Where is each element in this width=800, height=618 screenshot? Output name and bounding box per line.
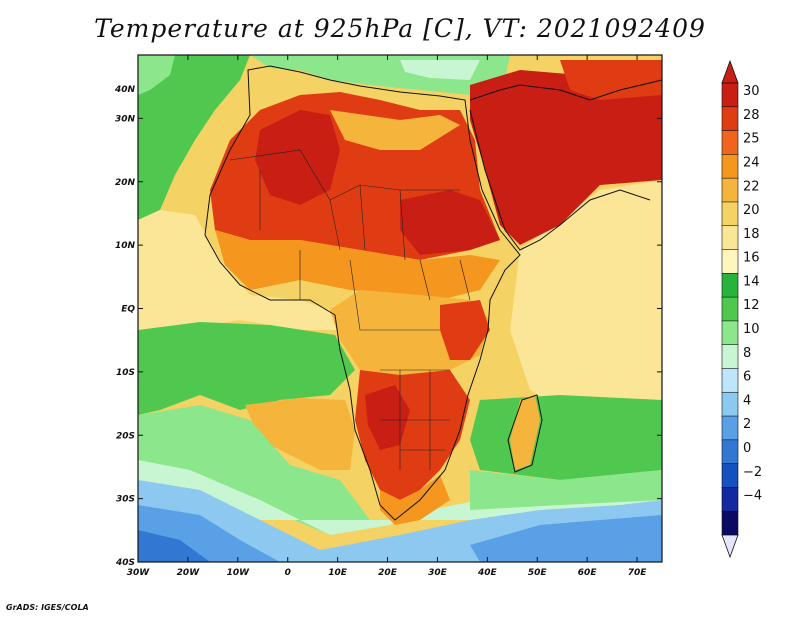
colorbar-swatch [721,344,739,370]
temperature-field [138,55,662,562]
field-north-atlantic [138,55,250,220]
lat-tick-label: 40S [115,558,135,568]
coastline-arabia [469,79,663,101]
colorbar-bottom-arrow [721,534,739,559]
colorbar-label: 20 [743,203,760,218]
colorbar-label: −2 [743,465,762,480]
colorbar-label: 10 [743,322,760,337]
field-south-atlantic-light [138,405,370,535]
lon-tick-label: 20E [378,568,398,578]
longitude-labels: 30W 20W 10W 0 10E 20E 30E 40E 50E 60E 70E [127,568,647,578]
lon-tick-label: 0 [285,568,291,578]
field-south-atlantic-warm [245,398,355,470]
field-arabia [470,70,662,245]
lat-tick-label: EQ [121,305,135,315]
axis-ticks [137,54,662,563]
colorbar-label: 18 [743,227,760,242]
colorbar-label: 25 [743,132,760,147]
field-south-atlantic-green [138,322,355,415]
latitude-labels: 40N 30N 20N 10N EQ 10S 20S 30S 40S [114,85,136,568]
colorbar-swatch [721,130,739,156]
border-1 [229,149,460,201]
field-southern-deeper [138,530,210,562]
field-south-tip [380,475,450,525]
lon-tick-label: 70E [628,568,648,578]
lon-tick-label: 10W [227,568,251,578]
field-north-coast [330,110,460,150]
coastline-africa [204,65,521,521]
colorbar-swatch [721,463,739,489]
colorbar-label: 22 [743,179,760,194]
lon-tick-label: 30W [127,568,151,578]
colorbar-label: 4 [743,393,751,408]
field-sudan-core [400,190,500,255]
footer-credit: GrADS: IGES/COLA [6,603,89,612]
colorbar-swatch [721,106,739,132]
lat-tick-label: 20N [115,178,136,188]
colorbar-swatch [721,201,739,227]
lat-tick-label: 30S [116,495,135,505]
lon-tick-label: 10E [328,568,348,578]
border-4 [360,329,450,451]
colorbar-label: 0 [743,441,751,456]
colorbar-label: 24 [743,156,760,171]
colorbar-swatch [721,177,739,203]
lon-tick-label: 50E [528,568,548,578]
lat-tick-label: 20S [116,431,135,441]
colorbar-label: 16 [743,251,760,266]
lat-tick-label: 10S [116,368,135,378]
borders [229,149,471,470]
colorbar-label: 8 [743,346,751,361]
field-iran [560,60,662,100]
colorbar-swatch [721,415,739,441]
colorbar-top-arrow [721,59,739,84]
border-2 [259,170,406,261]
border-5 [399,370,431,470]
colorbar-label: 30 [743,84,760,99]
coastlines [204,65,663,521]
lon-tick-label: 30E [428,568,448,578]
lat-tick-label: 10N [115,241,136,251]
field-north-atlantic-light [138,55,175,95]
field-indian-light [470,470,662,510]
lon-tick-label: 20W [177,568,201,578]
lat-tick-label: 30N [115,114,136,124]
colorbar-swatch [721,296,739,322]
lon-tick-label: 40E [477,568,498,578]
colorbar-swatch [721,273,739,298]
colorbar-swatch [721,391,739,417]
field-sahel [215,230,500,300]
colorbar-swatch [721,368,739,394]
colorbar-swatch [721,320,739,346]
coastline-red-sea [469,109,651,251]
field-east-africa [440,300,490,360]
colorbar-label: 28 [743,108,760,123]
border-3 [299,250,471,331]
colorbar-swatch [721,249,739,275]
colorbar-label: 6 [743,370,751,385]
field-southern-deep-2 [470,515,662,562]
lat-tick-label: 40N [114,85,136,95]
colorbar-label: −4 [743,489,762,504]
colorbar-swatch [721,487,739,513]
field-indian-ocean [510,180,662,410]
colorbar-swatch [721,82,739,108]
colorbar-swatch [721,225,739,251]
lon-tick-label: 60E [578,568,598,578]
colorbar-swatch [721,510,739,536]
colorbar-label: 2 [743,417,751,432]
field-kalahari-core [365,385,410,450]
colorbar-label: 12 [743,298,760,313]
chart-title: Temperature at 925hPa [C], VT: 202109240… [94,14,706,43]
field-med-blue [400,60,480,80]
colorbar-swatch [721,439,739,465]
field-indian-green [470,395,662,480]
colorbar-swatch [721,154,739,179]
colorbar-label: 14 [743,274,760,289]
coastline-madagascar [507,394,543,473]
